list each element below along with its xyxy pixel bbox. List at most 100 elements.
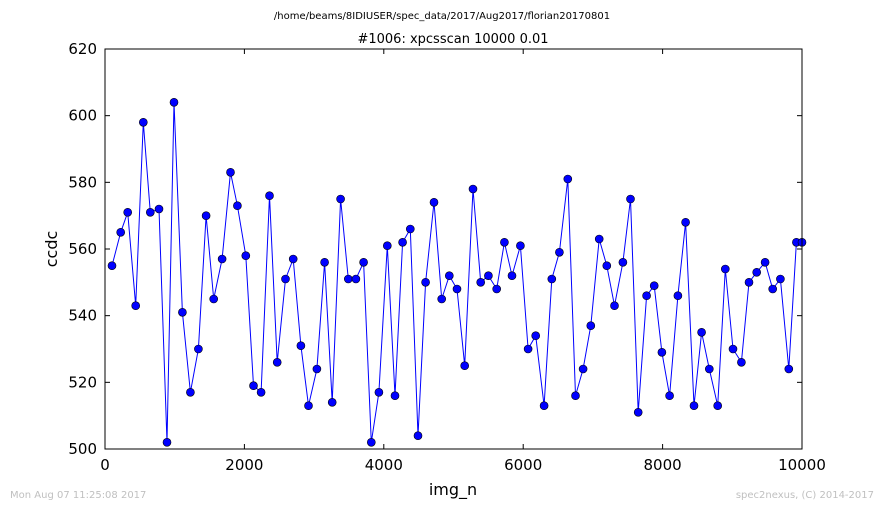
- data-point: [256, 387, 266, 397]
- y-tick-label: 560: [68, 240, 97, 258]
- data-point: [265, 191, 274, 200]
- chart-title: #1006: xpcsscan 10000 0.01: [357, 32, 548, 47]
- y-axis-label: ccdc: [42, 231, 61, 268]
- data-point: [633, 407, 643, 417]
- data-point: [139, 118, 148, 127]
- data-point: [429, 198, 439, 207]
- chart-suptitle: /home/beams/8IDIUSER/spec_data/2017/Aug2…: [274, 11, 610, 22]
- x-axis: 0 2000 4000 6000 8000 10000: [100, 49, 826, 474]
- data-point: [673, 291, 683, 301]
- data-point: [217, 254, 227, 264]
- x-tick-label: 8000: [644, 456, 682, 474]
- data-point: [304, 401, 313, 411]
- data-point: [437, 294, 447, 304]
- data-point: [320, 257, 329, 267]
- data-point: [776, 274, 785, 284]
- x-tick-label: 10000: [778, 456, 826, 474]
- data-point: [107, 261, 117, 271]
- data-point: [760, 257, 770, 267]
- y-tick-label: 520: [68, 373, 97, 391]
- data-point: [594, 234, 604, 244]
- data-point: [146, 208, 155, 217]
- data-point: [405, 224, 415, 234]
- footer-credit: spec2nexus, (C) 2014-2017: [736, 490, 874, 501]
- x-tick-label: 4000: [365, 456, 403, 474]
- data-point: [460, 361, 470, 371]
- data-point: [413, 431, 423, 441]
- data-point: [209, 294, 218, 304]
- data-point: [768, 284, 778, 294]
- y-tick-label: 620: [68, 40, 97, 58]
- data-point: [186, 387, 195, 397]
- series-line: [111, 102, 802, 443]
- data-point: [492, 284, 502, 294]
- data-point: [610, 301, 619, 311]
- data-point: [642, 291, 651, 301]
- data-point: [296, 341, 306, 351]
- data-point: [351, 274, 361, 284]
- data-point: [547, 274, 557, 284]
- y-tick-label: 600: [68, 107, 97, 125]
- data-point: [452, 284, 462, 294]
- data-point: [689, 401, 699, 411]
- data-point: [233, 201, 242, 210]
- y-tick-label: 540: [68, 307, 97, 325]
- data-point: [374, 387, 384, 397]
- data-point: [178, 307, 187, 317]
- x-axis-label: img_n: [429, 480, 477, 500]
- data-point: [539, 401, 549, 411]
- data-point: [602, 261, 612, 271]
- data-point: [744, 277, 754, 287]
- data-point: [226, 168, 235, 177]
- data-point: [626, 194, 635, 204]
- data-point: [398, 238, 407, 247]
- data-point: [249, 381, 258, 391]
- data-point: [154, 204, 164, 214]
- data-point: [162, 437, 172, 447]
- data-point: [737, 357, 746, 367]
- data-point: [728, 344, 738, 354]
- data-point: [704, 364, 714, 374]
- data-point: [288, 254, 298, 264]
- y-tick-label: 580: [68, 173, 97, 191]
- x-tick-label: 6000: [504, 456, 542, 474]
- data-point: [312, 364, 322, 374]
- data-point: [468, 184, 478, 194]
- y-axis: 500 520 540 560 580 600 620: [68, 40, 802, 458]
- data-point: [169, 98, 179, 107]
- data-point: [649, 281, 659, 291]
- x-tick-label: 2000: [225, 456, 263, 474]
- data-point: [665, 391, 674, 401]
- data-point: [241, 251, 251, 260]
- data-point: [272, 357, 282, 367]
- data-point: [336, 194, 345, 204]
- data-point: [382, 241, 392, 250]
- data-point: [720, 264, 730, 274]
- data-point: [563, 174, 573, 184]
- data-point: [123, 208, 132, 217]
- data-point: [201, 211, 211, 220]
- data-point: [697, 327, 706, 337]
- data-point: [390, 391, 400, 401]
- data-point: [531, 331, 541, 341]
- data-point: [359, 257, 368, 267]
- x-tick-label: 0: [100, 456, 110, 474]
- data-point: [343, 274, 353, 284]
- data-point: [516, 241, 525, 250]
- data-point: [586, 321, 596, 331]
- data-point: [555, 248, 564, 257]
- data-point: [327, 397, 337, 407]
- data-point: [421, 277, 430, 287]
- data-point: [578, 364, 588, 374]
- plot-area: [107, 98, 807, 447]
- data-point: [281, 274, 290, 284]
- footer-timestamp: Mon Aug 07 11:25:08 2017: [10, 490, 146, 501]
- data-point: [484, 271, 493, 281]
- data-point: [657, 347, 667, 357]
- data-point: [752, 267, 762, 277]
- data-point: [500, 238, 509, 247]
- data-point: [571, 391, 580, 401]
- data-point: [507, 271, 517, 281]
- data-point: [131, 301, 140, 311]
